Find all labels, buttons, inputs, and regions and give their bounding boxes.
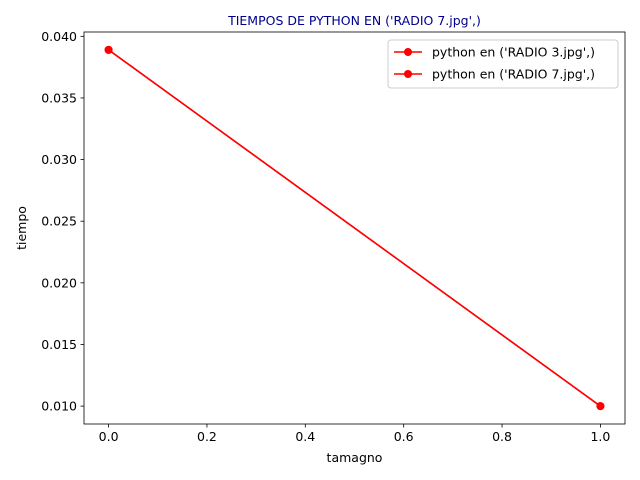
y-tick-label: 0.025 xyxy=(41,214,77,229)
series-line-2 xyxy=(108,49,601,407)
x-axis-ticks: 0.0 0.2 0.4 0.6 0.8 1.0 xyxy=(99,424,610,444)
y-tick-label: 0.035 xyxy=(41,90,77,105)
y-tick-label: 0.015 xyxy=(41,337,77,352)
axes-frame xyxy=(83,31,626,425)
legend-marker-2 xyxy=(404,70,412,78)
y-tick-label: 0.040 xyxy=(41,29,77,44)
x-axis-label: tamagno xyxy=(327,450,383,465)
x-tick-label: 0.6 xyxy=(394,429,414,444)
legend-marker-1 xyxy=(404,48,412,56)
y-tick-label: 0.010 xyxy=(41,399,77,414)
data-point-2-2 xyxy=(596,402,605,411)
data-point-2-1 xyxy=(104,45,113,54)
x-tick-label: 0.2 xyxy=(197,429,217,444)
y-axis-label: tiempo xyxy=(14,206,29,250)
legend: python en ('RADIO 3.jpg',) python en ('RA… xyxy=(387,39,619,89)
plot-area xyxy=(104,45,605,411)
chart-title: TIEMPOS DE PYTHON EN ('RADIO 7.jpg',) xyxy=(227,13,481,28)
y-tick-label: 0.020 xyxy=(41,275,77,290)
legend-label-1: python en ('RADIO 3.jpg',) xyxy=(432,45,595,60)
legend-box xyxy=(387,39,619,89)
y-tick-label: 0.030 xyxy=(41,152,77,167)
x-tick-label: 1.0 xyxy=(590,429,610,444)
x-tick-label: 0.0 xyxy=(99,429,119,444)
legend-label-2: python en ('RADIO 7.jpg',) xyxy=(432,67,595,82)
x-tick-label: 0.8 xyxy=(492,429,512,444)
x-tick-label: 0.4 xyxy=(295,429,315,444)
y-axis-ticks: 0.010 0.015 0.020 0.025 0.030 0.035 0.040 xyxy=(41,29,84,414)
